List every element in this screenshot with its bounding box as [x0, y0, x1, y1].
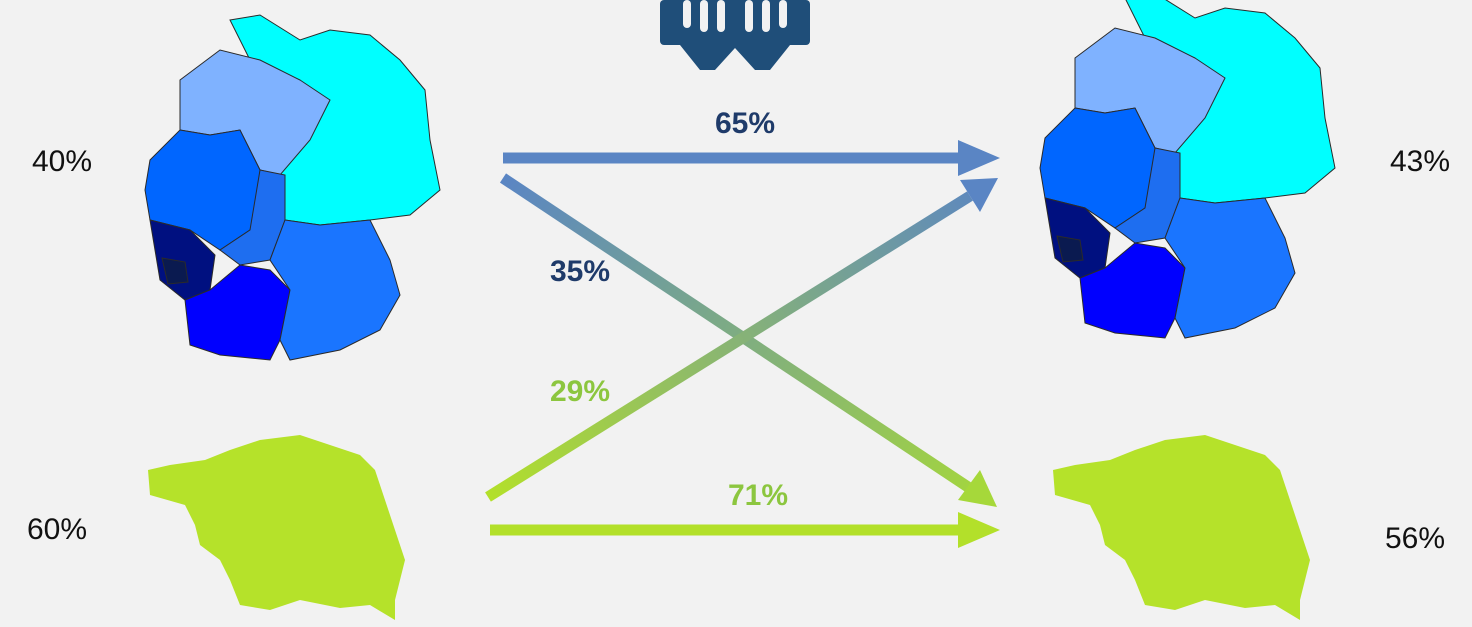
node-label: 56%: [1385, 522, 1445, 555]
germany-map-left: [144, 14, 441, 361]
germany-map-right: [1039, 0, 1336, 339]
arrow-up: [485, 191, 973, 502]
flow-label: 29%: [550, 375, 610, 408]
node-label: 60%: [27, 513, 87, 546]
saarland-map-right: [1053, 435, 1310, 620]
arrows: [485, 140, 1000, 548]
logo: [660, 0, 810, 70]
saarland-map-left: [148, 435, 405, 620]
flow-label: 71%: [728, 479, 788, 512]
flow-label: 35%: [550, 255, 610, 288]
node-label: 40%: [32, 145, 92, 178]
arrowhead: [958, 512, 1000, 548]
arrowhead: [958, 140, 1000, 176]
arrowhead: [960, 178, 998, 212]
flow-label: 65%: [715, 107, 775, 140]
arrowhead: [958, 470, 997, 507]
node-label: 43%: [1390, 145, 1450, 178]
arrow-down: [499, 173, 972, 492]
